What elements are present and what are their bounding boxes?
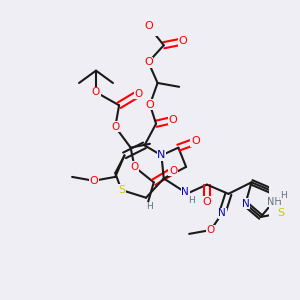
Text: O: O — [191, 136, 200, 146]
Text: O: O — [144, 57, 153, 67]
Text: O: O — [111, 122, 119, 132]
Text: S: S — [118, 185, 125, 195]
Text: NH: NH — [267, 196, 282, 206]
Text: O: O — [169, 115, 177, 125]
Text: N: N — [157, 150, 166, 160]
Text: O: O — [146, 100, 154, 110]
Text: S: S — [277, 208, 284, 218]
Text: H: H — [188, 196, 195, 205]
Text: O: O — [178, 36, 188, 46]
Text: O: O — [169, 166, 177, 176]
Text: H: H — [280, 191, 287, 200]
Text: N: N — [218, 208, 226, 218]
Text: O: O — [144, 21, 153, 31]
Text: O: O — [130, 162, 139, 172]
Text: O: O — [89, 176, 98, 186]
Text: O: O — [134, 89, 142, 99]
Text: O: O — [202, 196, 211, 206]
Text: H: H — [146, 202, 152, 211]
Text: N: N — [242, 199, 249, 209]
Text: O: O — [92, 87, 100, 97]
Text: N: N — [182, 187, 189, 197]
Text: O: O — [207, 225, 215, 235]
